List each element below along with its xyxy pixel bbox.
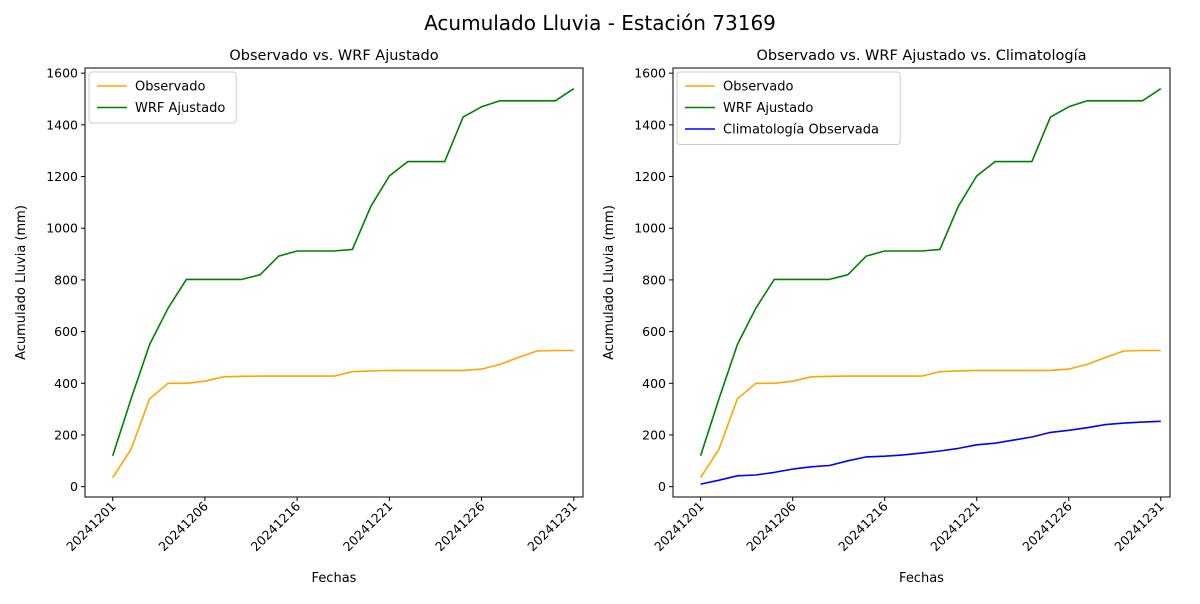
y-tick-label: 0 bbox=[70, 479, 78, 494]
y-tick-label: 400 bbox=[54, 376, 78, 391]
series-line-climatolog-a-observada bbox=[700, 420, 1161, 485]
x-axis-label: Fechas bbox=[899, 571, 944, 586]
x-tick-label: 20241206 bbox=[743, 498, 799, 554]
y-tick-label: 400 bbox=[642, 376, 666, 391]
chart-panel-right: Observado vs. WRF Ajustado vs. Climatolo… bbox=[602, 48, 1171, 586]
legend-label: WRF Ajustado bbox=[135, 101, 225, 116]
legend-label: Climatología Observada bbox=[723, 123, 879, 138]
legend-label: WRF Ajustado bbox=[723, 101, 813, 116]
series-line-observado bbox=[699, 349, 1161, 479]
series-line-wrf-ajustado bbox=[699, 88, 1162, 456]
y-tick-label: 1400 bbox=[46, 117, 78, 132]
y-tick-label: 200 bbox=[642, 427, 666, 442]
x-tick-label: 20241216 bbox=[835, 498, 891, 554]
chart-panel-left: Observado vs. WRF Ajustado 0 200 400 600 800 1… bbox=[14, 48, 584, 586]
y-tick-label: 1200 bbox=[634, 169, 666, 184]
x-tick-label: 20241221 bbox=[927, 499, 983, 555]
y-axis-label: Acumulado Lluvia (mm) bbox=[602, 205, 617, 360]
x-tick-label: 20241206 bbox=[155, 498, 211, 554]
figure-title: Acumulado Lluvia - Estación 73169 bbox=[424, 11, 776, 35]
panel-title: Observado vs. WRF Ajustado vs. Climatolo… bbox=[757, 48, 1087, 64]
legend-label: Observado bbox=[723, 80, 794, 95]
y-tick-label: 800 bbox=[54, 272, 78, 287]
x-tick-label: 20241226 bbox=[432, 498, 488, 554]
legend-box bbox=[676, 71, 901, 145]
x-tick-label: 20241221 bbox=[340, 499, 396, 555]
y-axis-label: Acumulado Lluvia (mm) bbox=[14, 205, 29, 360]
y-tick-label: 1000 bbox=[46, 221, 78, 236]
y-tick-label: 1400 bbox=[634, 117, 666, 132]
axes-frame bbox=[672, 67, 1171, 498]
y-tick-label: 200 bbox=[54, 427, 78, 442]
x-tick-label: 20241231 bbox=[1111, 499, 1167, 555]
y-tick-label: 1600 bbox=[634, 66, 666, 81]
y-tick-label: 800 bbox=[642, 272, 666, 287]
series-line-observado bbox=[112, 349, 574, 479]
x-tick-label: 20241226 bbox=[1019, 498, 1075, 554]
panel-title: Observado vs. WRF Ajustado bbox=[229, 48, 438, 64]
x-axis-label: Fechas bbox=[312, 571, 357, 586]
y-tick-label: 0 bbox=[658, 479, 666, 494]
y-tick-label: 600 bbox=[54, 324, 78, 339]
x-tick-label: 20241216 bbox=[248, 498, 304, 554]
x-tick-label: 20241201 bbox=[651, 499, 707, 555]
y-tick-label: 600 bbox=[642, 324, 666, 339]
x-tick-label: 20241231 bbox=[524, 499, 580, 555]
y-tick-label: 1200 bbox=[46, 169, 78, 184]
x-tick-label: 20241201 bbox=[63, 499, 119, 555]
series-line-wrf-ajustado bbox=[111, 88, 575, 456]
legend-label: Observado bbox=[135, 80, 206, 95]
legend-box bbox=[88, 71, 237, 124]
y-tick-label: 1600 bbox=[46, 66, 78, 81]
y-tick-label: 1000 bbox=[634, 221, 666, 236]
axes-frame bbox=[84, 67, 584, 498]
